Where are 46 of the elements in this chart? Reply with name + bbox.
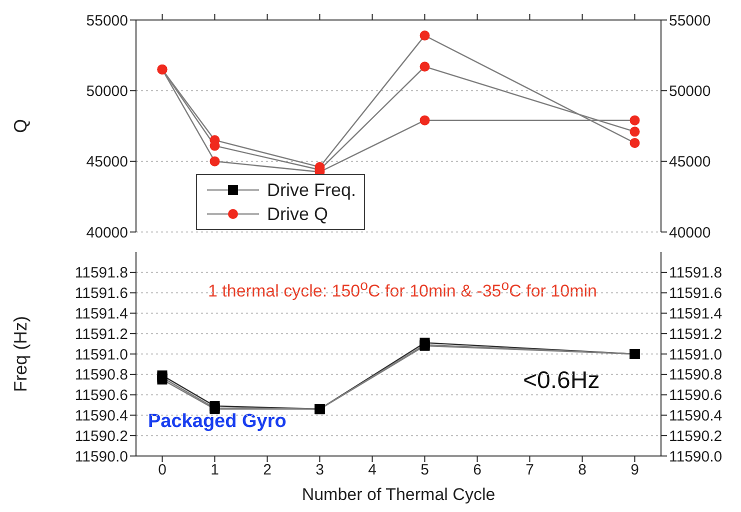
x-axis-title: Number of Thermal Cycle (302, 485, 496, 504)
x-tick-label: 9 (630, 462, 639, 479)
x-tick-label: 6 (473, 462, 482, 479)
x-tick-label: 7 (526, 462, 534, 479)
y2-tick-label: 11591.8 (669, 264, 722, 282)
y-tick-label: 50000 (86, 82, 128, 100)
y-tick-label: 11590.0 (74, 448, 128, 466)
x-tick-label: 8 (578, 462, 586, 479)
y2-tick-label: 55000 (669, 12, 711, 30)
y2-tick-label: 11590.6 (669, 387, 722, 404)
y-axis-title: Q (10, 118, 30, 134)
y-tick-label: 55000 (86, 12, 128, 30)
y2-tick-label: 50000 (669, 82, 711, 100)
y2-tick-label: 40000 (669, 224, 711, 242)
x-tick-label: 1 (210, 462, 219, 479)
x-tick-label: 3 (316, 462, 324, 479)
y-tick-label: 45000 (86, 154, 128, 171)
y2-tick-label: 11590.4 (669, 408, 722, 425)
y-tick-label: 11590.6 (74, 387, 128, 404)
legend-label: Drive Q (267, 204, 328, 224)
y2-tick-label: 11591.0 (669, 346, 722, 364)
y-tick-label: 11591.6 (74, 285, 128, 302)
y-tick-label: 11590.4 (74, 408, 128, 425)
y2-tick-label: 11590.0 (669, 448, 722, 466)
y2-tick-label: 45000 (669, 154, 711, 171)
x-tick-label: 2 (263, 462, 272, 479)
y-tick-label: 11590.8 (74, 366, 128, 384)
y-tick-label: 11591.4 (74, 306, 128, 323)
y2-tick-label: 11591.6 (669, 285, 722, 302)
x-tick-label: 4 (368, 462, 376, 479)
y-tick-label: 11591.2 (74, 326, 128, 343)
y2-tick-label: 11590.2 (669, 428, 722, 445)
y-tick-label: 11591.0 (74, 346, 128, 364)
y-tick-label: 11590.2 (74, 428, 128, 445)
y-axis-title: Freq (Hz) (10, 316, 30, 392)
legend-label: Drive Freq. (267, 180, 356, 200)
y2-tick-label: 11591.2 (669, 326, 722, 343)
y-tick-label: 40000 (86, 224, 128, 242)
x-tick-label: 0 (158, 462, 166, 479)
y2-tick-label: 11591.4 (669, 306, 722, 323)
y-tick-label: 11591.8 (74, 264, 128, 282)
y2-tick-label: 11590.8 (669, 366, 722, 384)
annotation: 1 thermal cycle: 150$^{o}$C for 10min & -35$^{o}$C for 10min (208, 278, 598, 302)
annotation: Packaged Gyro (148, 410, 286, 434)
x-tick-label: 5 (420, 462, 429, 479)
annotation: <0.6Hz (523, 366, 600, 396)
